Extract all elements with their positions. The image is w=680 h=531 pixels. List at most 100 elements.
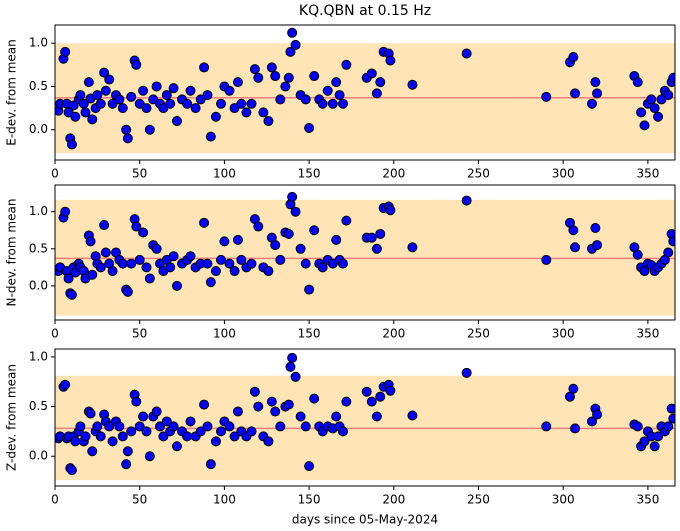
point bbox=[253, 72, 264, 83]
point bbox=[151, 406, 162, 417]
point bbox=[216, 98, 227, 109]
point bbox=[199, 217, 210, 228]
point bbox=[263, 436, 274, 447]
point bbox=[95, 431, 106, 442]
point bbox=[385, 385, 396, 396]
point bbox=[337, 98, 348, 109]
point bbox=[104, 74, 115, 85]
point bbox=[236, 98, 247, 109]
point bbox=[216, 426, 227, 437]
point bbox=[70, 436, 81, 447]
point bbox=[151, 243, 162, 254]
point bbox=[287, 191, 298, 202]
y-tick-label: 0.0 bbox=[29, 449, 48, 463]
point bbox=[375, 391, 386, 402]
point bbox=[161, 416, 172, 427]
point bbox=[322, 85, 333, 96]
point bbox=[205, 277, 216, 288]
point bbox=[646, 94, 657, 105]
point bbox=[375, 77, 386, 88]
point bbox=[126, 426, 137, 437]
x-tick-label: 250 bbox=[467, 327, 490, 341]
point bbox=[60, 46, 71, 57]
point bbox=[317, 98, 328, 109]
point bbox=[361, 386, 372, 397]
point bbox=[541, 254, 552, 265]
point bbox=[266, 396, 277, 407]
point bbox=[632, 421, 643, 432]
point bbox=[341, 215, 352, 226]
plot-area bbox=[55, 27, 675, 154]
point bbox=[568, 225, 579, 236]
point bbox=[151, 81, 162, 92]
point bbox=[570, 423, 581, 434]
point bbox=[210, 266, 221, 277]
x-axis-label: days since 05-May-2024 bbox=[292, 513, 438, 527]
point bbox=[283, 72, 294, 83]
point bbox=[283, 228, 294, 239]
point bbox=[144, 451, 155, 462]
point bbox=[275, 254, 286, 265]
x-tick-label: 200 bbox=[382, 493, 405, 507]
point bbox=[60, 206, 71, 217]
point bbox=[541, 421, 552, 432]
point bbox=[236, 254, 247, 265]
x-tick-label: 350 bbox=[636, 493, 659, 507]
point bbox=[300, 94, 311, 105]
point bbox=[663, 421, 674, 432]
point bbox=[131, 396, 142, 407]
point bbox=[202, 90, 213, 101]
point bbox=[275, 421, 286, 432]
point bbox=[216, 254, 227, 265]
point bbox=[210, 436, 221, 447]
point bbox=[95, 98, 106, 109]
point bbox=[66, 289, 77, 300]
point bbox=[309, 71, 320, 82]
point bbox=[295, 243, 306, 254]
x-tick-label: 50 bbox=[132, 493, 147, 507]
point bbox=[87, 446, 98, 457]
y-tick-label: 1.0 bbox=[29, 36, 48, 50]
point bbox=[138, 227, 149, 238]
point bbox=[182, 98, 193, 109]
point bbox=[144, 124, 155, 135]
point bbox=[366, 396, 377, 407]
point bbox=[375, 228, 386, 239]
point bbox=[668, 236, 675, 247]
point bbox=[568, 52, 579, 63]
x-tick-label: 100 bbox=[213, 493, 236, 507]
point bbox=[592, 409, 603, 420]
point bbox=[80, 107, 91, 118]
x-tick-label: 200 bbox=[382, 327, 405, 341]
point bbox=[371, 243, 382, 254]
point bbox=[385, 205, 396, 216]
chart-title: KQ.QBN at 0.15 Hz bbox=[299, 3, 431, 19]
point bbox=[341, 59, 352, 70]
point bbox=[337, 426, 348, 437]
point bbox=[334, 90, 345, 101]
point bbox=[253, 401, 264, 412]
point bbox=[371, 88, 382, 99]
x-tick-label: 0 bbox=[51, 327, 59, 341]
point bbox=[309, 225, 320, 236]
point bbox=[138, 85, 149, 96]
x-tick-label: 0 bbox=[51, 493, 59, 507]
point bbox=[229, 431, 240, 442]
point bbox=[126, 258, 137, 269]
point bbox=[199, 62, 210, 73]
point bbox=[85, 236, 96, 247]
point bbox=[639, 436, 650, 447]
point bbox=[636, 107, 647, 118]
point bbox=[122, 286, 133, 297]
point bbox=[653, 431, 664, 442]
point bbox=[241, 107, 252, 118]
point bbox=[131, 59, 142, 70]
point bbox=[100, 247, 111, 258]
point bbox=[138, 411, 149, 422]
x-tick-label: 350 bbox=[636, 327, 659, 341]
point bbox=[168, 421, 179, 432]
point bbox=[649, 103, 660, 114]
point bbox=[66, 139, 77, 150]
point bbox=[202, 421, 213, 432]
point bbox=[171, 280, 182, 291]
